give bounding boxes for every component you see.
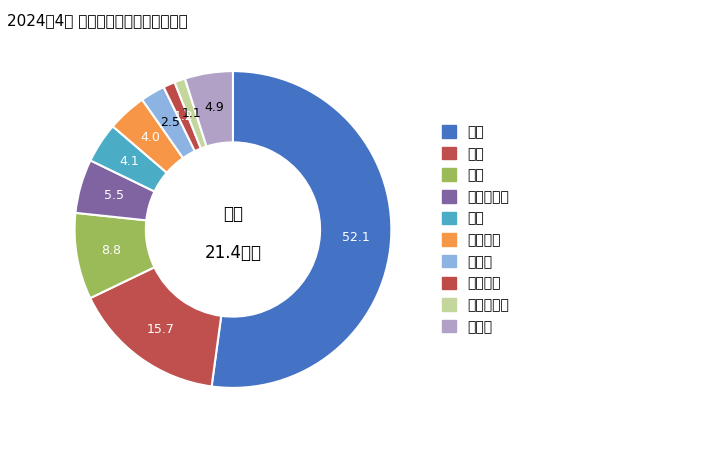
Wedge shape [113,99,183,173]
Text: 8.8: 8.8 [101,244,122,257]
Wedge shape [142,87,195,158]
Text: 1.2: 1.2 [173,110,193,123]
Text: 1.1: 1.1 [181,107,202,120]
Wedge shape [185,71,233,147]
Wedge shape [212,71,392,388]
Text: 5.5: 5.5 [104,189,124,202]
Wedge shape [175,79,207,148]
Text: 4.1: 4.1 [119,155,140,168]
Wedge shape [76,160,154,220]
Wedge shape [90,126,167,192]
Text: 15.7: 15.7 [146,323,174,336]
Text: 総額: 総額 [223,205,243,223]
Wedge shape [90,267,221,387]
Text: 4.9: 4.9 [204,101,224,114]
Text: 2.5: 2.5 [160,117,181,130]
Text: 4.0: 4.0 [140,131,160,144]
Text: 2024年4月 輸入相手国のシェア（％）: 2024年4月 輸入相手国のシェア（％） [7,14,188,28]
Wedge shape [74,213,154,298]
Legend: 中国, 韓国, タイ, フィリピン, 米国, ベトナム, ドイツ, イタリア, マレーシア, その他: 中国, 韓国, タイ, フィリピン, 米国, ベトナム, ドイツ, イタリア, … [438,121,513,338]
Text: 21.4億円: 21.4億円 [205,244,261,262]
Text: 52.1: 52.1 [342,231,370,244]
Wedge shape [164,82,201,151]
